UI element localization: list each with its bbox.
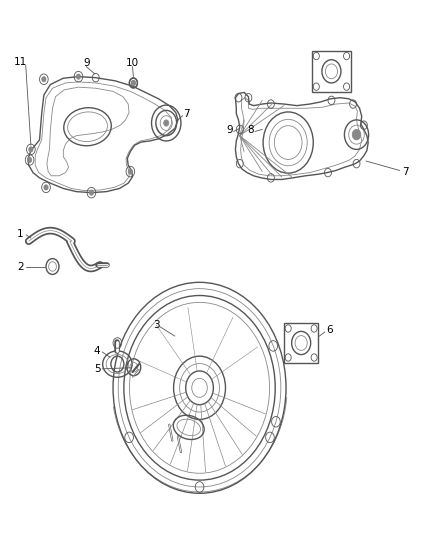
Text: 11: 11: [14, 57, 27, 67]
Circle shape: [29, 147, 33, 152]
Text: 5: 5: [94, 365, 100, 374]
Text: 9: 9: [83, 59, 89, 68]
Circle shape: [42, 77, 46, 82]
Circle shape: [44, 185, 48, 190]
Circle shape: [164, 120, 169, 126]
Text: 7: 7: [402, 166, 408, 176]
Text: 10: 10: [126, 59, 139, 68]
Circle shape: [128, 169, 133, 174]
Text: 1: 1: [17, 229, 23, 239]
Text: 9: 9: [226, 125, 233, 135]
Circle shape: [131, 80, 135, 86]
Text: 6: 6: [326, 325, 332, 335]
Text: 4: 4: [94, 346, 100, 356]
Text: 7: 7: [183, 109, 190, 118]
Text: 2: 2: [17, 262, 23, 271]
Circle shape: [89, 190, 94, 195]
Text: 3: 3: [153, 319, 159, 329]
Circle shape: [352, 130, 361, 140]
Text: 8: 8: [247, 125, 254, 135]
Circle shape: [28, 157, 32, 163]
Circle shape: [131, 80, 135, 86]
Circle shape: [76, 74, 81, 79]
